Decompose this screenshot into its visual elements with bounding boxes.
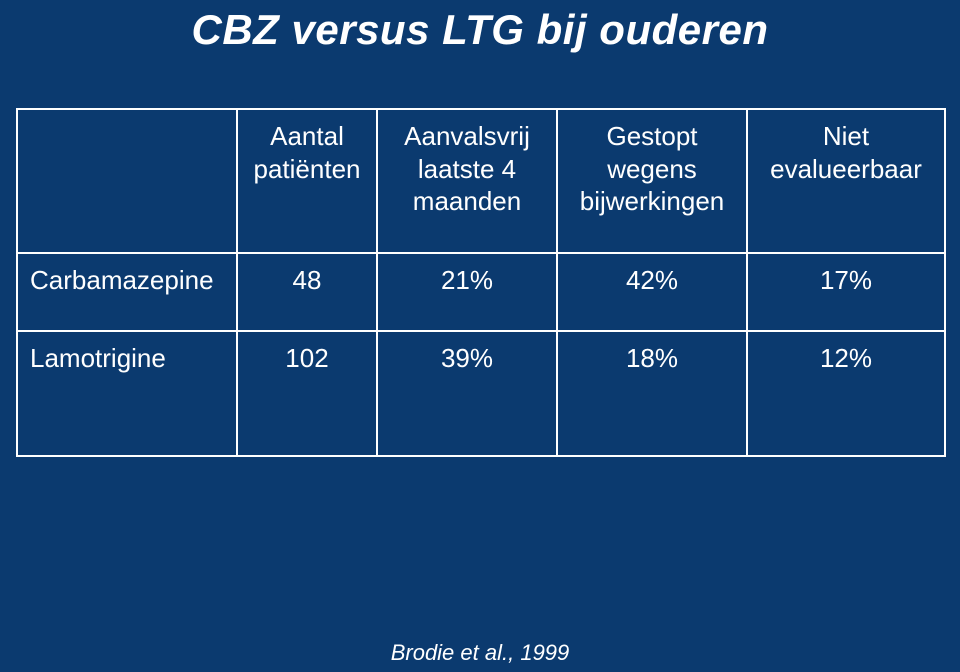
cell: 42% <box>557 253 747 332</box>
cell: 48 <box>237 253 377 332</box>
table-header-row: Aantal patiënten Aanvalsvrij laatste 4 m… <box>17 109 945 253</box>
cell: 12% <box>747 331 945 456</box>
table-header-stopped: Gestopt wegens bijwerkingen <box>557 109 747 253</box>
table-row: Lamotrigine 102 39% 18% 12% <box>17 331 945 456</box>
table-header-not-evaluable: Niet evalueerbaar <box>747 109 945 253</box>
cell: 17% <box>747 253 945 332</box>
data-table: Aantal patiënten Aanvalsvrij laatste 4 m… <box>16 108 946 457</box>
cell: 21% <box>377 253 557 332</box>
table-header-blank <box>17 109 237 253</box>
cell: 102 <box>237 331 377 456</box>
row-label-cbz: Carbamazepine <box>17 253 237 332</box>
citation: Brodie et al., 1999 <box>0 640 960 666</box>
table-header-seizure-free: Aanvalsvrij laatste 4 maanden <box>377 109 557 253</box>
table-row: Carbamazepine 48 21% 42% 17% <box>17 253 945 332</box>
slide-title: CBZ versus LTG bij ouderen <box>0 6 960 54</box>
slide: CBZ versus LTG bij ouderen Aantal patiën… <box>0 0 960 672</box>
table-header-patients: Aantal patiënten <box>237 109 377 253</box>
cell: 39% <box>377 331 557 456</box>
cell: 18% <box>557 331 747 456</box>
row-label-ltg: Lamotrigine <box>17 331 237 456</box>
data-table-wrap: Aantal patiënten Aanvalsvrij laatste 4 m… <box>16 108 944 457</box>
